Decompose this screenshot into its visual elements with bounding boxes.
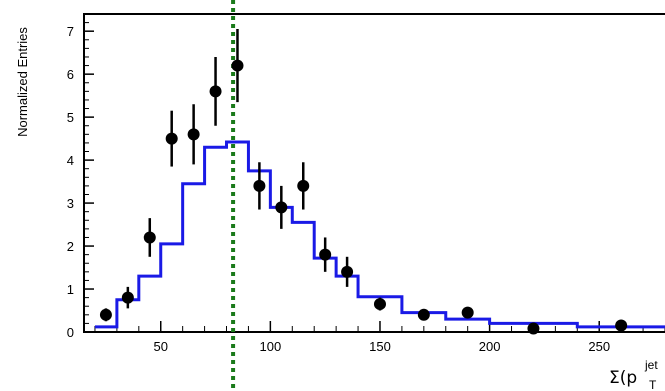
x-tick-label: 200 bbox=[479, 339, 501, 354]
x-axis-label-main: Σ(p bbox=[609, 368, 637, 388]
data-point bbox=[231, 59, 244, 72]
data-point bbox=[461, 306, 474, 319]
data-point bbox=[165, 132, 178, 145]
data-point bbox=[341, 265, 354, 278]
data-point bbox=[253, 179, 266, 192]
x-tick-label: 150 bbox=[369, 339, 391, 354]
y-tick-label: 4 bbox=[67, 153, 74, 168]
y-tick-label: 7 bbox=[67, 24, 74, 39]
plot-frame bbox=[83, 13, 665, 333]
x-axis-label-superscript: jet bbox=[644, 358, 658, 372]
x-tick-label: 50 bbox=[154, 339, 168, 354]
x-axis-label-subscript: T bbox=[649, 378, 657, 391]
data-point bbox=[99, 308, 112, 321]
data-point bbox=[373, 298, 386, 311]
plot-area: 0 1 2 3 4 5 6 7 50 100 150 200 250 bbox=[67, 0, 665, 391]
data-point bbox=[121, 291, 134, 304]
y-tick-label: 5 bbox=[67, 110, 74, 125]
x-axis-label: Σ(p T jet bbox=[609, 358, 658, 391]
data-point bbox=[297, 179, 310, 192]
data-point bbox=[143, 231, 156, 244]
y-tick-label: 0 bbox=[67, 325, 74, 340]
data-point bbox=[319, 248, 332, 261]
x-tick-label: 100 bbox=[260, 339, 282, 354]
data-point bbox=[527, 322, 540, 335]
data-point bbox=[615, 319, 628, 332]
data-point bbox=[417, 308, 430, 321]
x-tick-label: 250 bbox=[588, 339, 610, 354]
y-axis-label: Normalized Entries bbox=[15, 27, 30, 137]
data-point bbox=[275, 201, 288, 214]
data-point bbox=[209, 85, 222, 98]
y-tick-label: 6 bbox=[67, 67, 74, 82]
y-tick-label: 3 bbox=[67, 196, 74, 211]
y-tick-label: 1 bbox=[67, 282, 74, 297]
data-point bbox=[187, 128, 200, 141]
y-tick-label: 2 bbox=[67, 239, 74, 254]
